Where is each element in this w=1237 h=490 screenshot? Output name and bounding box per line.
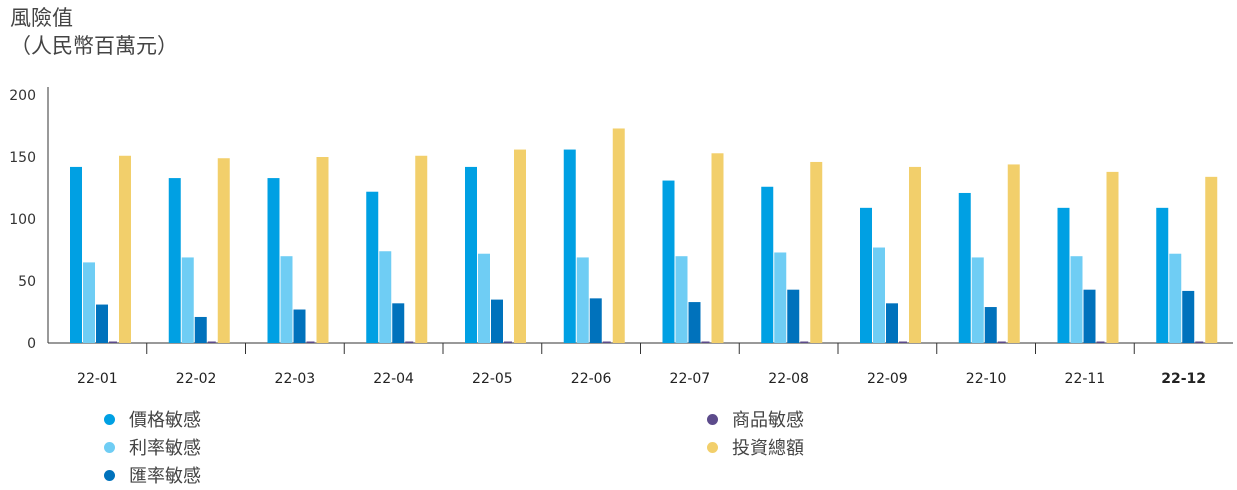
bar	[688, 302, 701, 343]
bar	[701, 341, 710, 343]
bar	[563, 149, 576, 343]
x-tick-label: 22-09	[867, 371, 908, 387]
bar	[379, 251, 392, 343]
x-tick-label: 22-12	[1161, 371, 1206, 387]
bar	[392, 303, 405, 343]
bar	[997, 341, 1006, 343]
bar	[1182, 290, 1195, 343]
bar	[415, 155, 428, 343]
bar	[217, 158, 230, 343]
bar	[207, 341, 216, 343]
bar	[1070, 256, 1083, 343]
bar	[316, 157, 329, 343]
bar	[1205, 176, 1218, 343]
bar	[774, 252, 787, 343]
legend-label: 利率敏感	[129, 438, 201, 459]
legend-item-investment: 投資總額	[707, 436, 804, 462]
bar	[514, 149, 526, 343]
bar	[168, 178, 181, 343]
legend-dot-icon	[104, 469, 115, 481]
bar	[899, 341, 907, 343]
bar	[860, 207, 872, 343]
bar	[602, 341, 611, 343]
bar-chart: 0 50 100 150 200 22-01 22-02 22-03 22-04 22-05 22-…	[9, 87, 1233, 387]
bar	[491, 299, 503, 343]
bar	[612, 128, 625, 343]
bar	[589, 298, 602, 343]
bar	[886, 303, 898, 343]
x-tick-label: 22-08	[768, 371, 809, 387]
bar	[280, 256, 293, 343]
bar	[83, 262, 95, 343]
legend-item-fx: 匯率敏感	[104, 464, 201, 490]
bar	[465, 166, 477, 343]
bar	[711, 153, 724, 343]
bar	[971, 257, 984, 343]
bar	[1195, 341, 1204, 343]
x-tick-label: 22-01	[77, 371, 118, 387]
bar	[1106, 171, 1119, 343]
bar	[576, 257, 589, 343]
bar	[1083, 289, 1096, 343]
bar	[194, 316, 207, 343]
bar	[109, 341, 117, 343]
bar	[909, 166, 921, 343]
x-tick-label: 22-02	[176, 371, 217, 387]
bar	[181, 257, 194, 343]
legend-dot-icon	[707, 441, 718, 453]
x-tick-label: 22-06	[571, 371, 612, 387]
legend-dot-icon	[104, 441, 115, 453]
bar	[810, 161, 823, 343]
legend-label: 商品敏感	[732, 410, 804, 431]
legend-item-rate: 利率敏感	[104, 436, 201, 462]
bar	[787, 289, 800, 343]
legend-dot-icon	[707, 413, 718, 425]
legend-item-price: 價格敏感	[104, 408, 201, 434]
y-tick-label: 150	[9, 150, 36, 166]
legend-label: 投資總額	[732, 438, 804, 459]
legend-label: 匯率敏感	[129, 466, 201, 487]
bar	[1057, 207, 1070, 343]
bar	[504, 341, 512, 343]
bar	[1169, 253, 1182, 343]
bar	[70, 166, 82, 343]
x-tick-label: 22-04	[373, 371, 414, 387]
x-tick-label: 22-11	[1065, 371, 1106, 387]
y-tick-label: 100	[9, 212, 36, 228]
bar	[761, 186, 774, 343]
bar	[800, 341, 809, 343]
x-tick-label: 22-07	[670, 371, 711, 387]
bar	[267, 178, 280, 343]
bar	[873, 247, 885, 343]
bar	[293, 309, 306, 343]
y-tick-label: 0	[27, 336, 36, 352]
legend-dot-icon	[104, 413, 115, 425]
bar	[306, 341, 315, 343]
chart-title-unit: （人民幣百萬元）	[10, 34, 178, 58]
bar	[96, 304, 108, 343]
y-tick-label: 200	[9, 88, 36, 104]
bar	[984, 307, 997, 343]
bar	[958, 192, 971, 343]
chart-title: 風險值 （人民幣百萬元）	[10, 4, 178, 60]
bar	[1156, 207, 1169, 343]
bar	[1096, 341, 1105, 343]
bar	[405, 341, 414, 343]
legend-item-commodity: 商品敏感	[707, 408, 804, 434]
chart-title-main: 風險值	[10, 6, 73, 30]
legend-label: 價格敏感	[129, 410, 201, 431]
x-tick-label: 22-05	[472, 371, 513, 387]
y-tick-label: 50	[18, 274, 36, 290]
x-tick-label: 22-03	[275, 371, 316, 387]
bar	[478, 253, 490, 343]
bar	[1007, 164, 1020, 343]
bar	[662, 180, 675, 343]
x-tick-label: 22-10	[966, 371, 1007, 387]
bar	[366, 191, 379, 343]
bar	[675, 256, 688, 343]
bar	[119, 155, 131, 343]
